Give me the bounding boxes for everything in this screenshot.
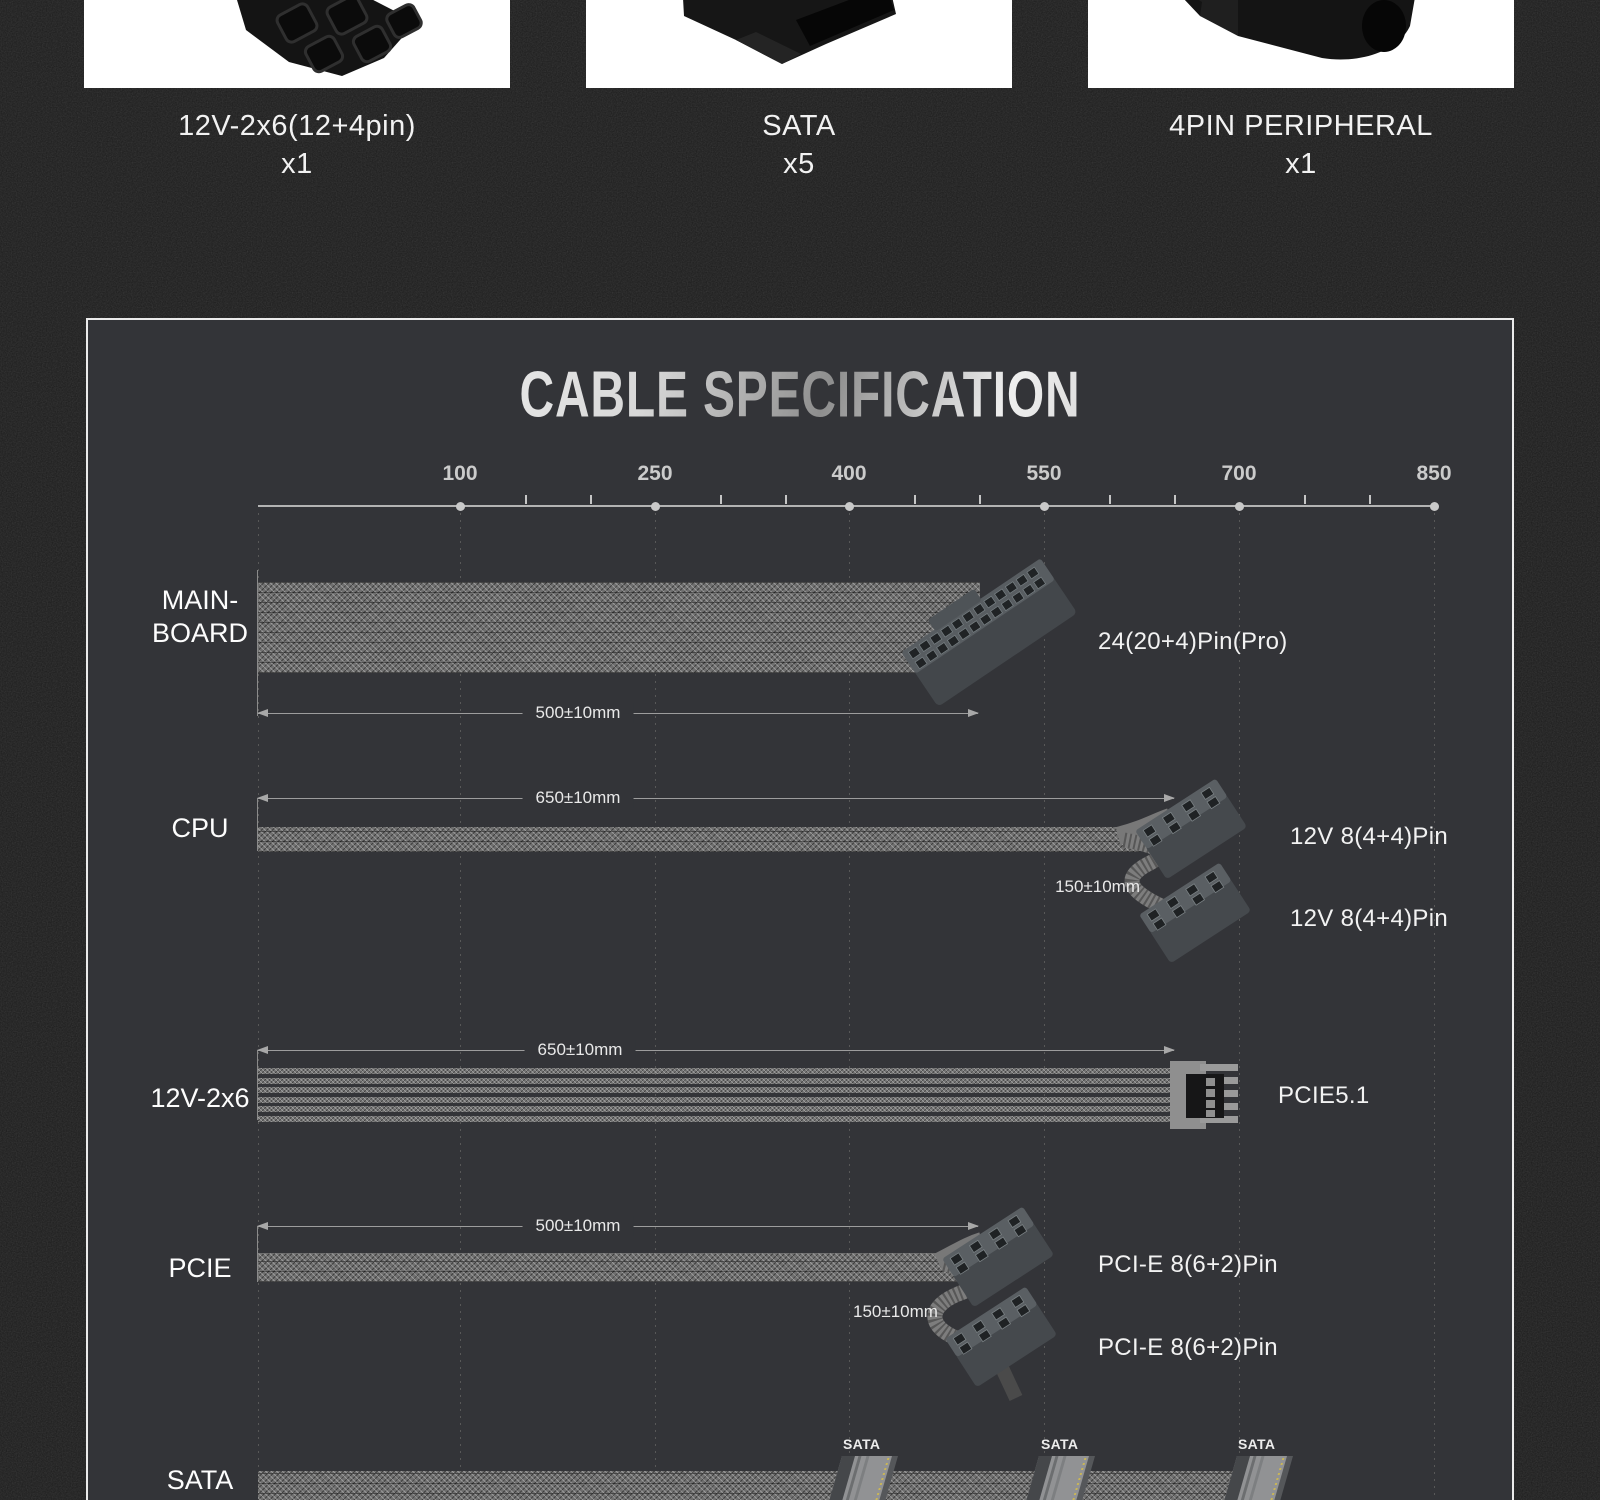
- ruler-tick-100: 100: [442, 462, 478, 485]
- connector-card-4pin: [1088, 0, 1514, 88]
- mainboard-length: 500±10mm: [522, 703, 634, 723]
- card-label-4pin: 4PIN PERIPHERAL: [1169, 110, 1433, 142]
- cpu-connector2-label: 12V 8(4+4)Pin: [1290, 905, 1449, 932]
- sata-connector1-label: SATA: [843, 1436, 881, 1452]
- sata-connector-photo: [683, 0, 896, 64]
- row-label-cpu: CPU: [171, 813, 229, 843]
- row-label-sata: SATA: [166, 1465, 234, 1495]
- dimension-pcie: 500±10mm: [257, 1216, 979, 1236]
- ruler-tick-850: 850: [1416, 462, 1452, 485]
- card-label-sata: SATA: [762, 110, 836, 142]
- panel-title: CABLE SPECIFICATION: [160, 357, 1440, 432]
- pcie-length: 500±10mm: [522, 1216, 634, 1236]
- row-label-12v2x6: 12V-2x6: [150, 1083, 250, 1113]
- row-label-pcie: PCIE: [168, 1253, 232, 1283]
- ruler-tick-700: 700: [1221, 462, 1257, 485]
- sata-connector3-label: SATA: [1238, 1436, 1276, 1452]
- sata-cable: [258, 1471, 1272, 1500]
- cpu-connector1-label: 12V 8(4+4)Pin: [1290, 823, 1449, 850]
- 12v2x6-cable: [258, 1116, 1178, 1122]
- sata-connector2-label: SATA: [1041, 1436, 1079, 1452]
- pcie-cable: [258, 1253, 958, 1282]
- card-count-4pin: x1: [1285, 148, 1317, 180]
- 12v2x6-connector-label: PCIE5.1: [1278, 1082, 1370, 1109]
- dimension-mainboard: 500±10mm: [257, 703, 979, 723]
- card-count-sata: x5: [783, 148, 815, 180]
- ruler-tick-250: 250: [637, 462, 673, 485]
- card-label-12v2x6: 12V-2x6(12+4pin): [178, 110, 416, 142]
- cable-spec-panel: [86, 318, 1514, 1500]
- ruler-tick-550: 550: [1026, 462, 1062, 485]
- connector-card-12v2x6: [84, 0, 510, 88]
- 12v-2x6-connector-photo: [237, 0, 423, 76]
- connector-card-sata: [586, 0, 1012, 88]
- mainboard-connector-label: 24(20+4)Pin(Pro): [1098, 628, 1288, 655]
- 12v2x6-length: 650±10mm: [524, 1040, 636, 1060]
- pcie-branch-length: 150±10mm: [853, 1302, 938, 1321]
- ruler-tick-400: 400: [831, 462, 867, 485]
- pcie-connector2-label: PCI-E 8(6+2)Pin: [1098, 1334, 1278, 1361]
- cpu-branch-length: 150±10mm: [1055, 877, 1140, 896]
- 4pin-peripheral-connector-photo: [1184, 0, 1415, 60]
- cpu-length: 650±10mm: [522, 788, 634, 808]
- dimension-12v2x6: 650±10mm: [257, 1040, 1175, 1060]
- gridline-start: [258, 513, 259, 1498]
- cpu-cable: [258, 827, 1140, 852]
- card-count-12v2x6: x1: [281, 148, 313, 180]
- row-label-mainboard: MAIN- BOARD: [151, 585, 249, 648]
- dimension-cpu: 650±10mm: [257, 788, 1175, 808]
- pcie-connector1-label: PCI-E 8(6+2)Pin: [1098, 1251, 1278, 1278]
- mainboard-cable: [258, 582, 980, 673]
